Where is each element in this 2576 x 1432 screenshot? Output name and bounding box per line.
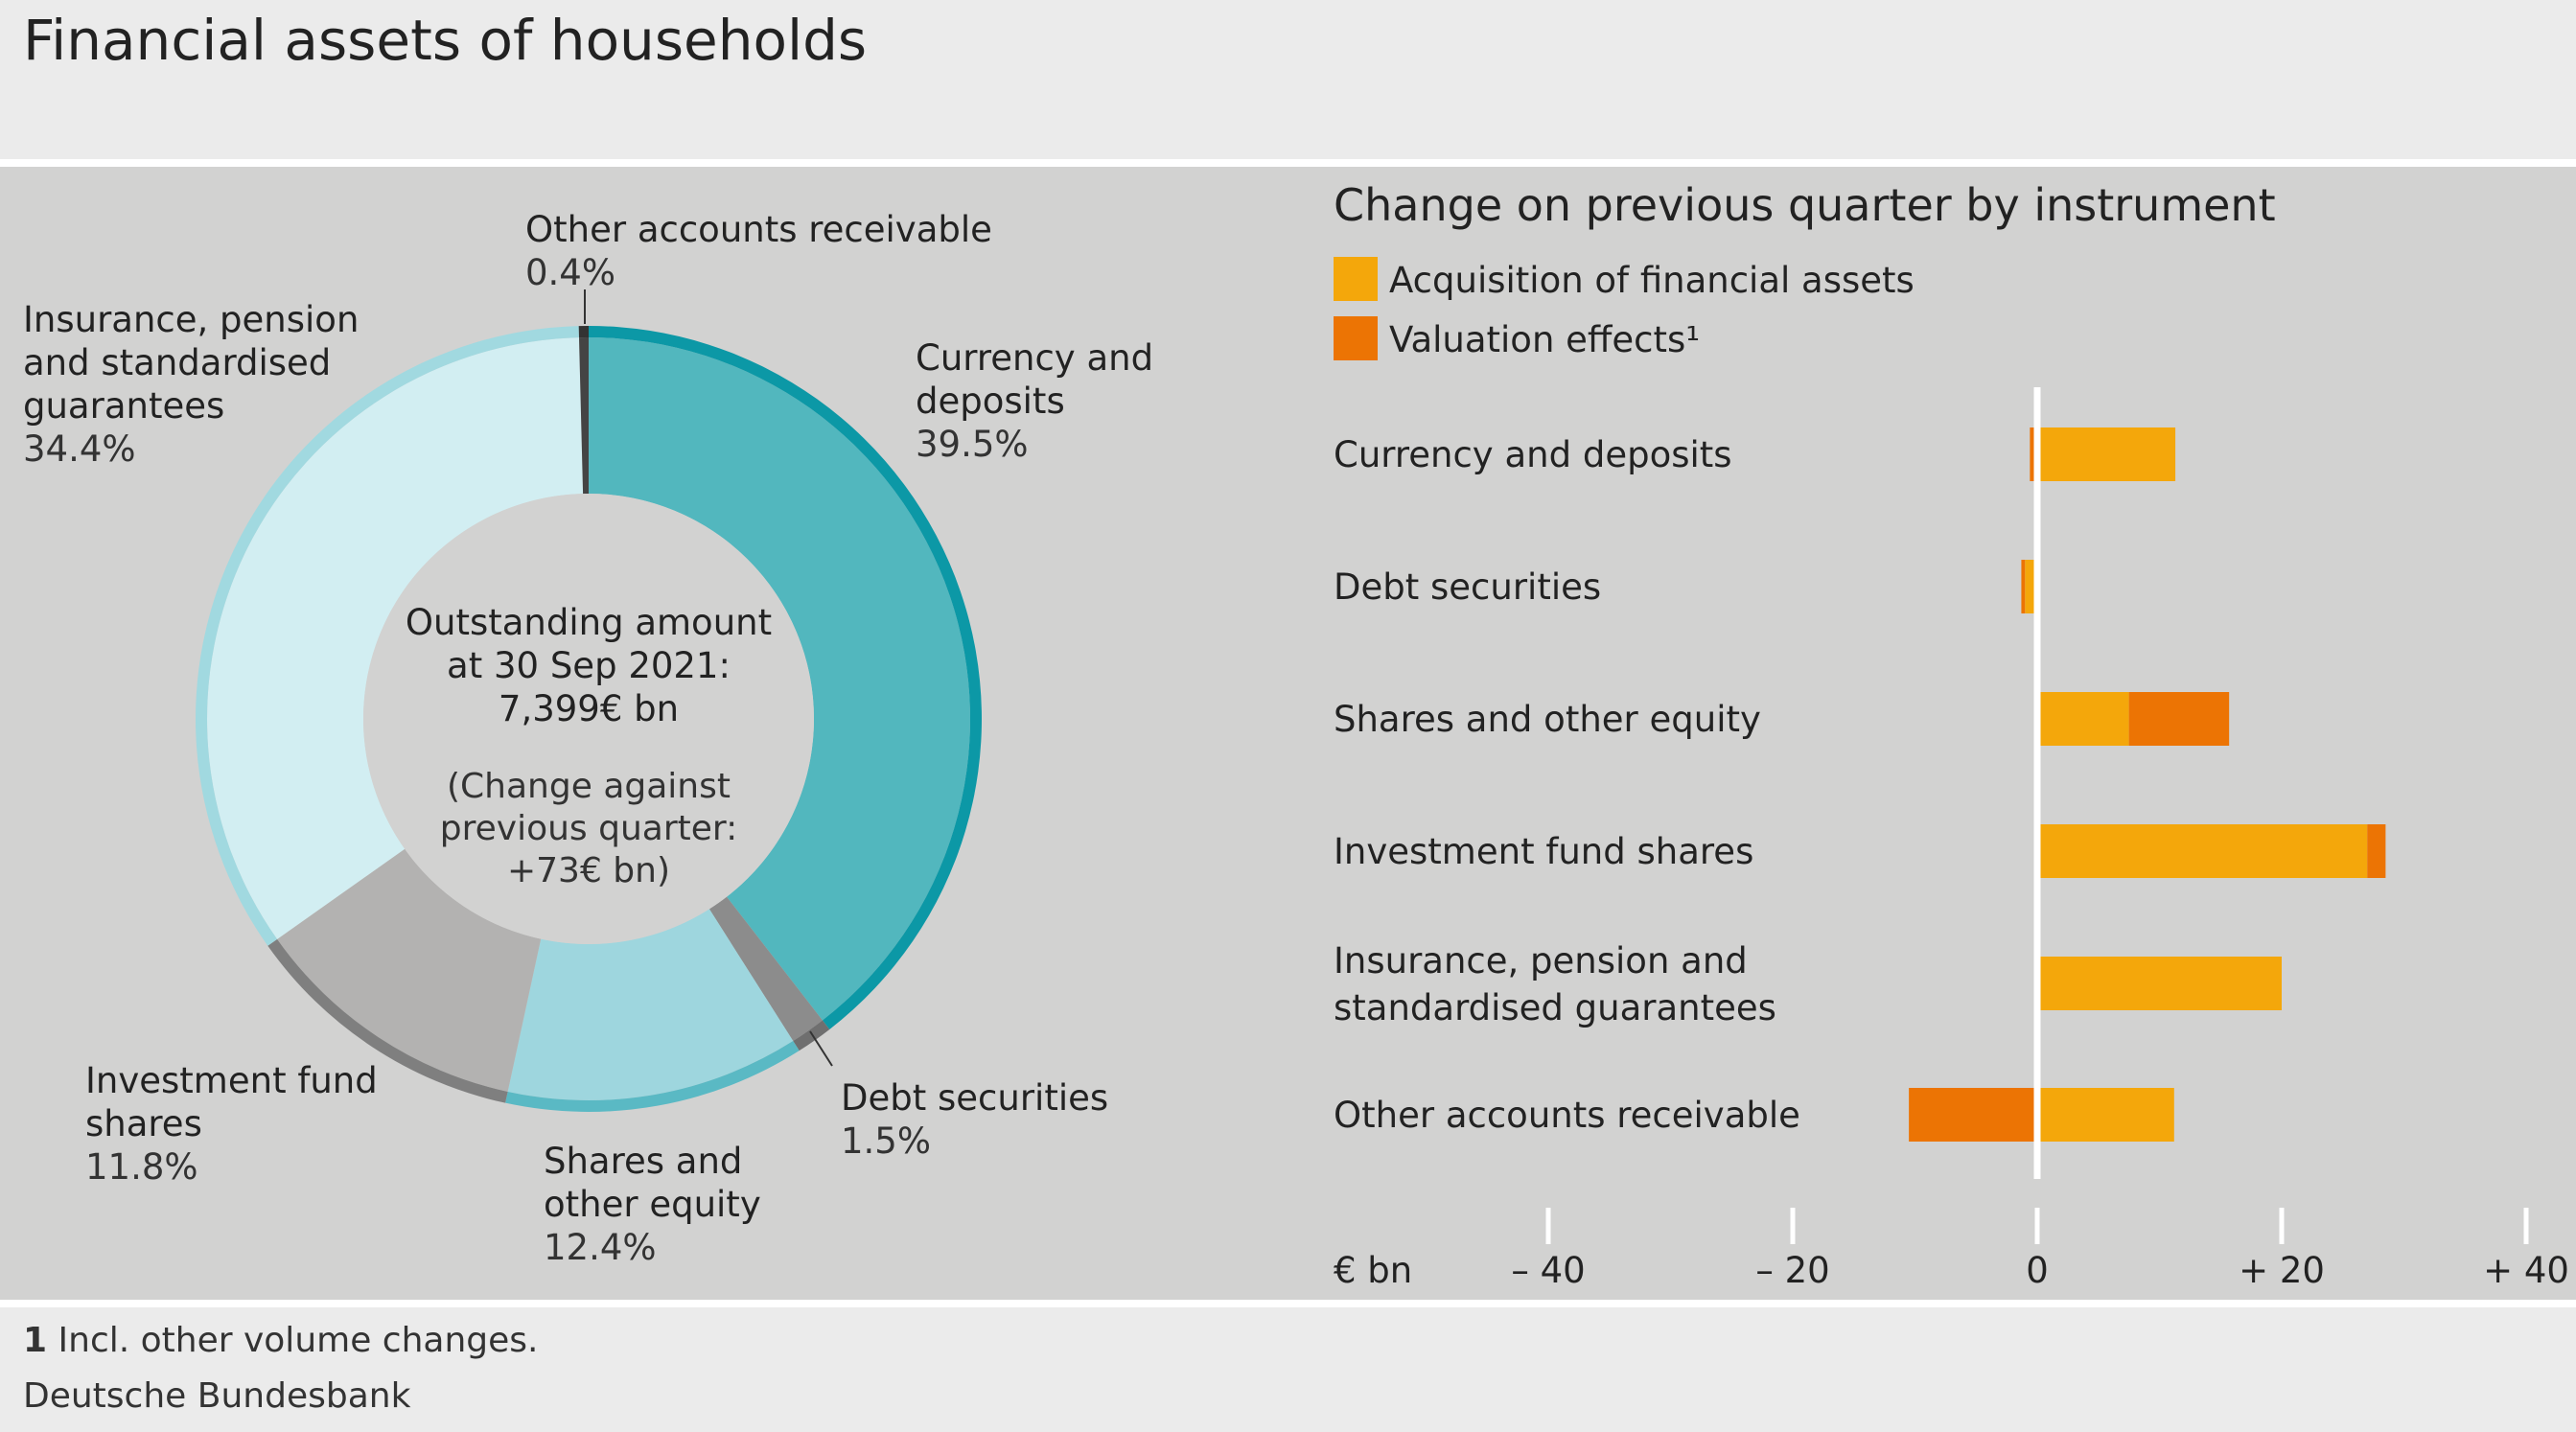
donut-center-sublabel: (Change against [447,767,731,806]
bar-acquisition-insurance-pension-and-standardised-guarantees [2037,957,2282,1010]
category-label-insurance-pension-and-standardised-guarantees: Insurance, pension and [1334,940,1748,982]
donut-label-insurance-pension-and-standardised-guarantees: Insurance, pension [23,299,359,340]
donut-label-other-accounts-receivable: Other accounts receivable [525,209,992,250]
legend-label-acquisition: Acquisition of financial assets [1389,260,1915,301]
donut-slice-investment-fund-shares [277,848,542,1092]
x-tick-label: + 40 [2483,1250,2569,1291]
legend-label-valuation: Valuation effects¹ [1389,319,1700,360]
category-label-insurance-pension-and-standardised-guarantees: standardised guarantees [1334,987,1776,1028]
donut-label-shares-and-other-equity: Shares and [544,1141,742,1182]
leader-line-debt-securities [809,1030,833,1067]
x-tick-label: – 20 [1755,1250,1829,1291]
bar-valuation-other-accounts-receivable [1909,1088,2037,1142]
donut-label-currency-and-deposits: deposits [916,381,1065,422]
donut-label-insurance-pension-and-standardised-guarantees: and standardised [23,342,331,383]
donut-hole [363,494,814,944]
donut-ring-other-accounts-receivable [578,326,589,338]
chart-title: Financial assets of households [23,8,868,73]
donut-value-shares-and-other-equity: 12.4% [544,1227,657,1268]
bar-valuation-debt-securities [2021,560,2026,613]
bar-acquisition-investment-fund-shares [2037,824,2368,878]
bar-valuation-investment-fund-shares [2367,824,2386,878]
donut-label-debt-securities: Debt securities [841,1077,1108,1119]
legend-swatch-valuation [1334,316,1378,360]
donut-slice-debt-securities [708,896,823,1042]
x-tick-label: + 20 [2239,1250,2325,1291]
donut-ring-investment-fund-shares [267,938,508,1103]
donut-value-investment-fund-shares: 11.8% [85,1146,198,1188]
bar-valuation-currency-and-deposits [2030,427,2037,481]
donut-label-shares-and-other-equity: other equity [544,1184,761,1225]
bottom-divider [0,1300,2576,1307]
donut-label-currency-and-deposits: Currency and [916,337,1153,379]
donut-value-debt-securities: 1.5% [841,1120,931,1162]
x-tick-label: 0 [2026,1250,2049,1291]
category-label-debt-securities: Debt securities [1334,566,1601,608]
bar-acquisition-currency-and-deposits [2037,427,2176,481]
category-label-shares-and-other-equity: Shares and other equity [1334,699,1761,740]
footnote-marker: 1 [23,1321,48,1360]
footnote-text: Incl. other volume changes. [58,1321,539,1360]
donut-ring-debt-securities [793,1020,830,1051]
top-divider [0,159,2576,167]
category-label-currency-and-deposits: Currency and deposits [1334,434,1732,475]
donut-slice-other-accounts-receivable [578,337,589,495]
donut-center-label: 7,399€ bn [499,688,679,729]
donut-value-other-accounts-receivable: 0.4% [525,252,615,293]
donut-slice-insurance-pension-and-standardised-guarantees [207,337,584,939]
donut-label-investment-fund-shares: Investment fund [85,1060,378,1101]
bar-acquisition-other-accounts-receivable [2037,1088,2174,1142]
donut-slice-shares-and-other-equity [507,909,794,1100]
bar-acquisition-shares-and-other-equity [2037,692,2129,746]
category-label-other-accounts-receivable: Other accounts receivable [1334,1095,1800,1136]
footnote: 1 Incl. other volume changes. [23,1321,538,1360]
x-tick-label: – 40 [1511,1250,1585,1291]
donut-label-insurance-pension-and-standardised-guarantees: guarantees [23,385,224,427]
donut-value-insurance-pension-and-standardised-guarantees: 34.4% [23,428,136,470]
donut-value-currency-and-deposits: 39.5% [916,424,1029,465]
bar-chart-title: Change on previous quarter by instrument [1334,179,2276,231]
donut-center-sublabel: previous quarter: [440,809,737,848]
category-label-investment-fund-shares: Investment fund shares [1334,831,1753,872]
legend-swatch-acquisition [1334,257,1378,301]
donut-ring-shares-and-other-equity [505,1041,800,1112]
donut-label-investment-fund-shares: shares [85,1103,202,1144]
donut-ring-insurance-pension-and-standardised-guarantees [196,326,579,946]
donut-center-sublabel: +73€ bn) [507,851,670,890]
donut-slice-currency-and-deposits [589,337,970,1021]
donut-center-label: Outstanding amount [406,602,772,643]
bar-valuation-shares-and-other-equity [2128,692,2230,746]
x-axis-unit-label: € bn [1334,1250,1412,1291]
donut-center-label: at 30 Sep 2021: [447,645,731,686]
source-note: Deutsche Bundesbank [23,1376,411,1416]
